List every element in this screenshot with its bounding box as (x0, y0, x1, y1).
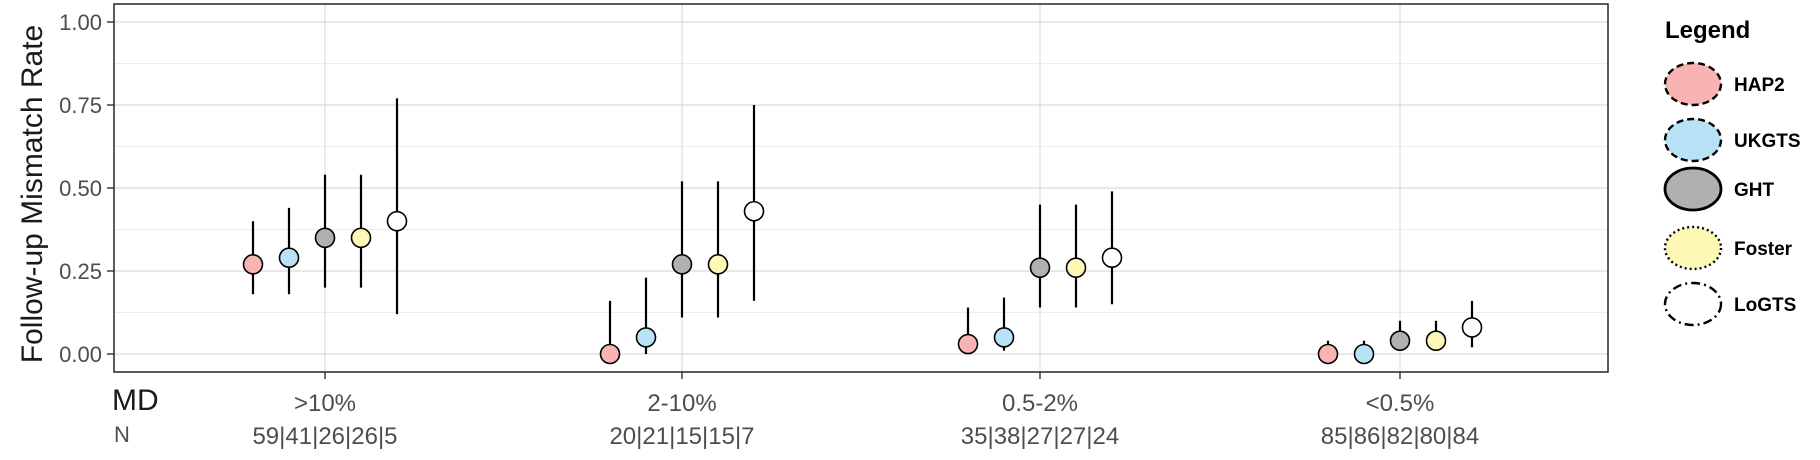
data-points (242, 200, 1483, 365)
y-tick-label: 0.00 (59, 342, 102, 367)
n-count-label: 20|21|15|15|7 (609, 423, 754, 450)
data-point (993, 327, 1015, 348)
legend-label: GHT (1734, 180, 1775, 201)
legend-key (1663, 166, 1723, 212)
legend-key (1663, 281, 1723, 327)
data-point (1101, 247, 1123, 269)
data-point (1389, 330, 1411, 352)
y-tick-label: 1.00 (59, 10, 102, 35)
legend-key (1663, 61, 1723, 107)
y-tick-label: 0.50 (59, 176, 102, 201)
n-axis-label: N (114, 422, 130, 447)
data-point (1353, 343, 1375, 365)
data-point (386, 210, 408, 232)
n-count-label: 85|86|82|80|84 (1321, 423, 1479, 450)
data-point (1065, 257, 1087, 278)
data-point (278, 247, 300, 269)
legend-label: LoGTS (1734, 295, 1796, 316)
legend-title: Legend (1665, 17, 1750, 44)
x-tick-label: 0.5-2% (1002, 390, 1078, 417)
data-point (350, 227, 372, 249)
legend-key (1663, 225, 1723, 271)
data-point (1425, 330, 1447, 352)
legend-label: HAP2 (1734, 75, 1785, 96)
data-point (1461, 317, 1483, 338)
data-point (314, 227, 336, 249)
data-point (242, 254, 264, 275)
data-point (671, 254, 693, 275)
data-point (599, 343, 621, 365)
x-axis-label-md: MD (112, 384, 159, 417)
x-axis: >10% 59|41|26|26|5 2-10% 20|21|15|15|7 0.5-2… (252, 372, 1479, 450)
legend: Legend HAP2 UKGTS GHT Foster LoGTS (1663, 17, 1801, 327)
y-axis-label: Follow-up Mismatch Rate (16, 25, 49, 363)
data-point (707, 254, 729, 275)
x-tick-label: >10% (294, 390, 356, 417)
y-axis: 0.00 0.25 0.50 0.75 1.00 (59, 10, 114, 367)
legend-label: Foster (1734, 239, 1793, 260)
data-point (957, 333, 979, 355)
legend-key (1663, 117, 1723, 163)
y-tick-label: 0.25 (59, 259, 102, 284)
y-tick-label: 0.75 (59, 93, 102, 118)
n-count-label: 59|41|26|26|5 (252, 423, 397, 450)
n-count-label: 35|38|27|27|24 (961, 423, 1119, 450)
x-tick-label: 2-10% (647, 390, 716, 417)
data-point (1029, 257, 1051, 278)
x-tick-label: <0.5% (1366, 390, 1435, 417)
data-point (635, 327, 657, 348)
legend-label: UKGTS (1734, 131, 1801, 152)
data-point (743, 200, 765, 222)
data-point (1317, 343, 1339, 365)
